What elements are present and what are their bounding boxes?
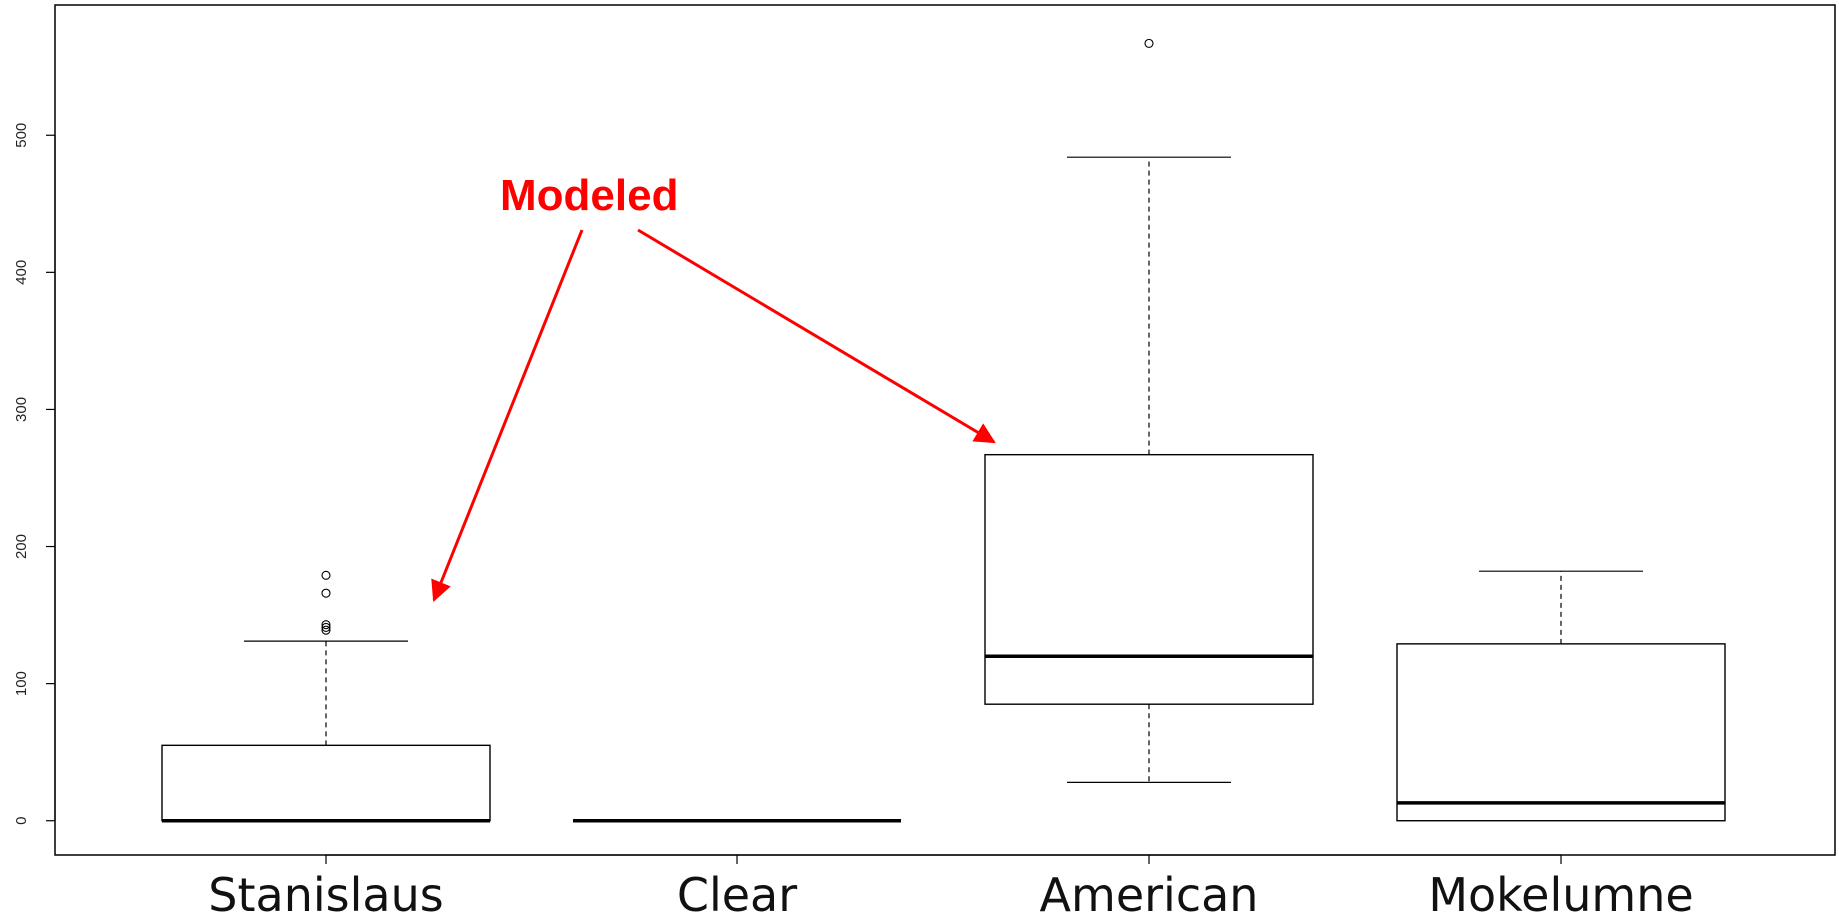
x-tick-label: American: [1040, 868, 1259, 922]
outlier-point: [321, 622, 331, 632]
y-tick-label: 200: [13, 534, 30, 559]
box-iqr: [984, 453, 1314, 705]
y-tick-label: 300: [13, 397, 30, 422]
box-mokelumne: [1396, 570, 1726, 864]
outlier-point: [321, 570, 331, 580]
outlier-point: [1144, 38, 1154, 48]
box-iqr: [1396, 643, 1726, 822]
box-iqr: [161, 744, 491, 822]
annotation-label: Modeled: [500, 171, 678, 220]
plot-frame: [54, 4, 1836, 856]
box-clear: [573, 818, 901, 864]
x-tick-label: Mokelumne: [1428, 868, 1693, 922]
outlier-point: [321, 588, 331, 598]
outlier-point: [321, 625, 331, 635]
x-tick-label: Stanislaus: [208, 868, 443, 922]
outlier-point: [321, 620, 331, 630]
y-tick-label: 100: [13, 671, 30, 696]
x-tick-label: Clear: [677, 868, 797, 922]
annotation-arrow-stanislaus: [431, 229, 584, 602]
y-tick-label: 0: [13, 817, 30, 825]
annotation-arrow-american: [637, 228, 996, 444]
y-tick-label: 500: [13, 123, 30, 148]
box-stanislaus: [161, 570, 491, 864]
y-tick-label: 400: [13, 260, 30, 285]
box-american: [984, 38, 1314, 864]
